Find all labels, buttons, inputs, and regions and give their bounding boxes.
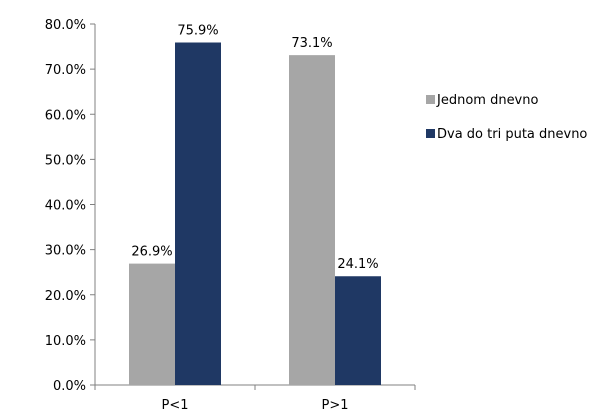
y-tick-label: 40.0% bbox=[45, 199, 86, 214]
data-label: 24.1% bbox=[337, 257, 378, 272]
bar bbox=[175, 42, 221, 385]
x-axis: P<1 P>1 bbox=[94, 384, 416, 413]
data-labels: 26.9% 75.9% 73.1% 24.1% bbox=[131, 24, 378, 273]
data-label: 75.9% bbox=[177, 24, 218, 39]
y-axis: 0.0% 10.0% 20.0% 30.0% 40.0% 50.0% 60.0% 70.0% 8… bbox=[45, 18, 96, 394]
x-category-label: P>1 bbox=[321, 398, 348, 413]
legend-swatch bbox=[426, 129, 435, 138]
y-tick-label: 30.0% bbox=[45, 244, 86, 259]
data-label: 73.1% bbox=[291, 36, 332, 51]
data-label: 26.9% bbox=[131, 245, 172, 260]
x-category-label: P<1 bbox=[161, 398, 188, 413]
y-tick-label: 60.0% bbox=[45, 108, 86, 123]
bars bbox=[129, 42, 381, 385]
bar bbox=[129, 263, 175, 385]
legend-label: Dva do tri puta dnevno bbox=[437, 127, 587, 142]
bar bbox=[335, 276, 381, 385]
bar bbox=[289, 55, 335, 385]
y-tick-label: 0.0% bbox=[53, 379, 86, 394]
legend-swatch bbox=[426, 95, 435, 104]
legend: Jednom dnevno Dva do tri puta dnevno bbox=[426, 93, 587, 142]
y-tick-label: 80.0% bbox=[45, 18, 86, 33]
legend-label: Jednom dnevno bbox=[436, 93, 538, 108]
y-tick-label: 70.0% bbox=[45, 63, 86, 78]
y-tick-label: 20.0% bbox=[45, 289, 86, 304]
y-tick-label: 10.0% bbox=[45, 334, 86, 349]
y-tick-label: 50.0% bbox=[45, 153, 86, 168]
